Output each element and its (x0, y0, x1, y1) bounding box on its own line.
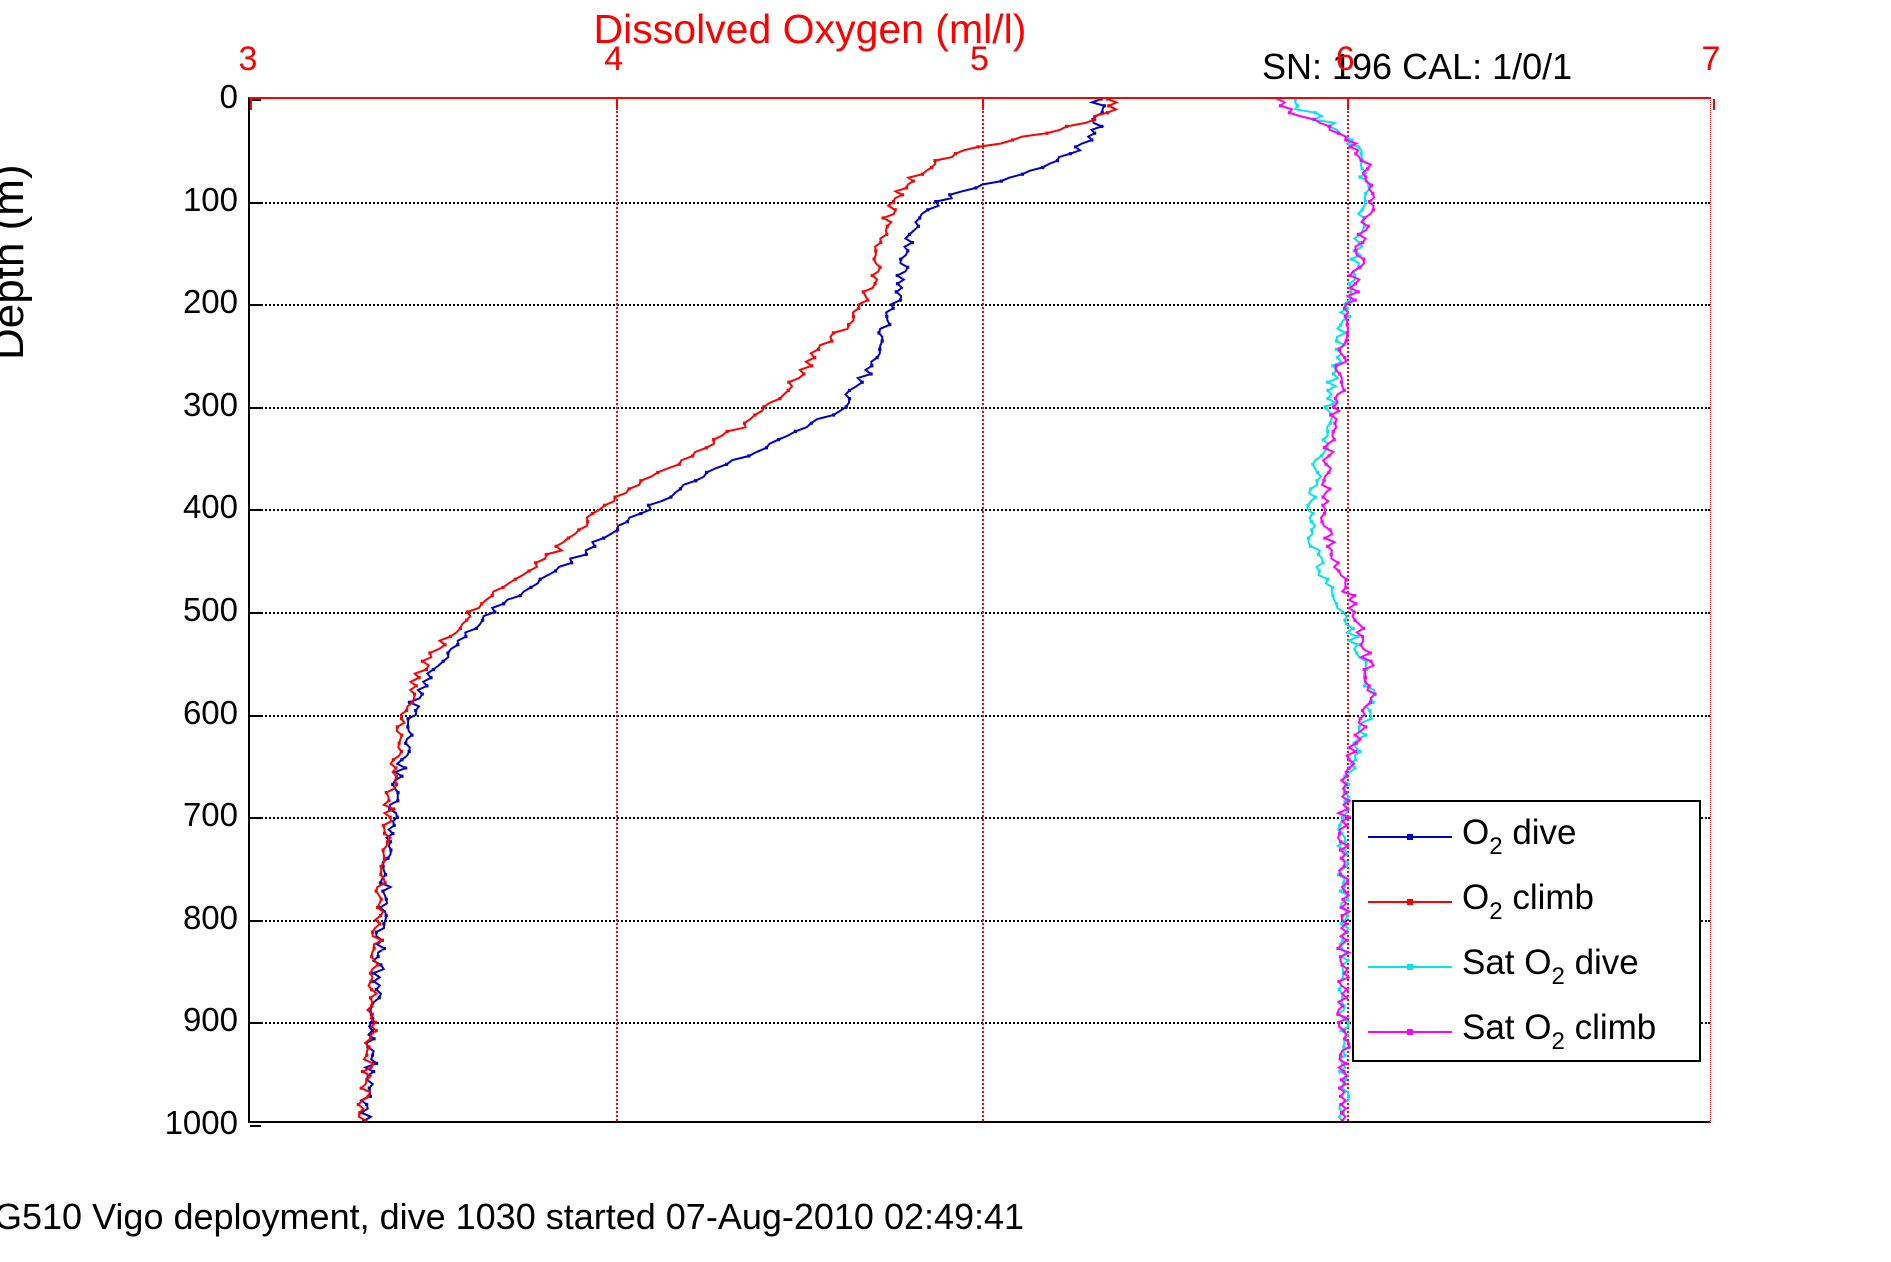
x-tick-label: 4 (604, 40, 624, 78)
y-tick-label: 100 (182, 180, 238, 218)
y-tick-mark (250, 1125, 261, 1127)
y-tick-label: 700 (182, 796, 238, 834)
gridline-vertical (1347, 99, 1350, 1121)
y-tick-label: 800 (182, 898, 238, 936)
x-tick-label: 3 (238, 40, 258, 78)
series-markers (359, 99, 1106, 1121)
y-tick-mark (250, 714, 261, 717)
legend-color-swatch (1368, 963, 1452, 970)
legend-color-swatch (1368, 898, 1452, 905)
gridline-horizontal (250, 509, 1710, 512)
y-tick-mark (250, 99, 261, 101)
sn-cal-annotation: SN: 196 CAL: 1/0/1 (1262, 46, 1573, 87)
y-tick-label: 900 (182, 1001, 238, 1039)
gridline-horizontal (250, 201, 1710, 204)
gridline-horizontal (250, 1022, 1710, 1025)
legend-item-label: Sat O2 climb (1462, 1007, 1657, 1055)
x-tick-label: 6 (1335, 40, 1355, 78)
plot-area (248, 97, 1715, 1127)
legend-item[interactable]: Sat O2 dive (1354, 934, 1699, 999)
y-tick-mark (250, 612, 261, 614)
gridline-horizontal (250, 714, 1710, 717)
y-tick-label: 600 (182, 693, 238, 731)
x-tick-mark (1347, 99, 1350, 110)
y-tick-mark (250, 919, 261, 922)
y-tick-mark (250, 201, 261, 204)
y-tick-label: 0 (219, 78, 238, 115)
y-tick-mark (250, 817, 261, 820)
legend-color-swatch (1368, 833, 1452, 840)
series-markers (356, 99, 1111, 1121)
x-tick-mark (615, 99, 618, 110)
plot-inner (250, 99, 1710, 1121)
caption: G510 Vigo deployment, dive 1030 started … (0, 1196, 1025, 1237)
legend-color-swatch (1368, 1028, 1452, 1035)
legend-item-label: O2 climb (1462, 877, 1594, 925)
series-line (359, 99, 1106, 1121)
y-tick-label: 300 (182, 385, 238, 423)
y-axis-label: Depth (m) (0, 164, 33, 360)
series-line (356, 99, 1120, 1121)
y-tick-mark (250, 509, 261, 512)
legend-item[interactable]: O2 dive (1354, 804, 1699, 869)
chart-title: Dissolved Oxygen (ml/l) (593, 6, 1027, 52)
y-tick-label: 1000 (164, 1104, 238, 1141)
legend-item-label: O2 dive (1462, 812, 1577, 860)
data-curves (356, 99, 1377, 1121)
y-tick-label: 400 (182, 488, 238, 526)
series-markers (1276, 99, 1377, 1121)
x-tick-mark (981, 99, 984, 110)
y-tick-mark (250, 304, 261, 307)
legend-item-label: Sat O2 dive (1462, 942, 1639, 990)
y-tick-mark (250, 1022, 261, 1025)
legend: O2 dive O2 climb Sat O2 dive Sat O2 climb (1352, 800, 1701, 1062)
y-tick-mark (250, 406, 261, 409)
x-tick-label: 5 (970, 40, 989, 78)
x-tick-mark (250, 99, 252, 110)
y-tick-label: 500 (182, 591, 238, 628)
gridline-horizontal (250, 817, 1710, 820)
gridline-horizontal (250, 304, 1710, 307)
legend-item[interactable]: Sat O2 climb (1354, 999, 1699, 1064)
gridline-horizontal (250, 406, 1710, 409)
x-tick-label: 7 (1701, 40, 1721, 78)
gridline-horizontal (250, 919, 1710, 922)
legend-item[interactable]: O2 climb (1354, 869, 1699, 934)
y-tick-label: 200 (182, 283, 238, 321)
gridline-vertical (981, 99, 984, 1121)
gridline-horizontal (250, 612, 1710, 614)
x-tick-mark (1713, 99, 1715, 110)
gridline-vertical (615, 99, 618, 1121)
